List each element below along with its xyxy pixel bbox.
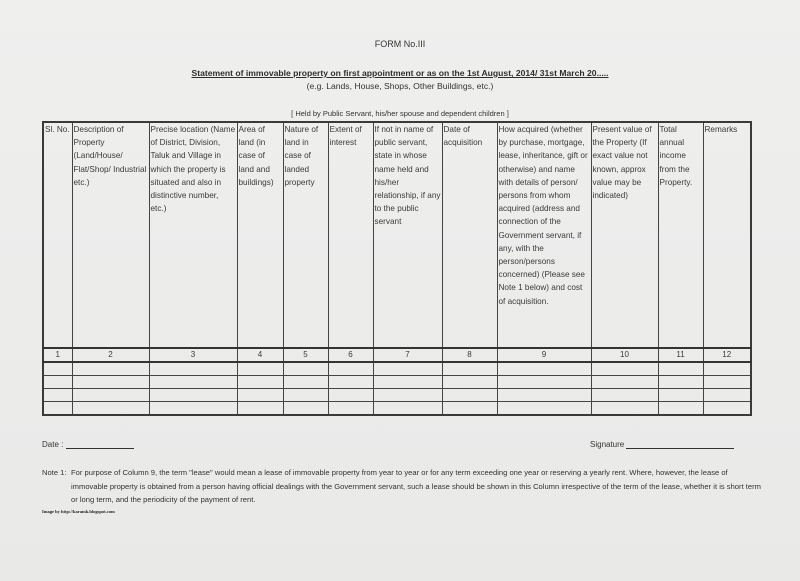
entry-cell[interactable] (148, 375, 238, 389)
column-number-4: 4 (236, 347, 284, 363)
entry-cell[interactable] (327, 375, 374, 389)
entry-cell[interactable] (372, 375, 443, 389)
entry-cell[interactable] (71, 361, 150, 376)
entry-cell[interactable] (236, 361, 284, 376)
entry-cell[interactable] (657, 401, 704, 416)
column-number-row: 1 2 3 4 5 6 7 8 9 10 11 12 (42, 347, 752, 363)
date-field[interactable]: Date : (42, 440, 134, 449)
column-header-12: Remarks (702, 121, 752, 349)
entry-cell[interactable] (148, 401, 238, 416)
entry-cell[interactable] (282, 401, 329, 416)
entry-cell[interactable] (71, 388, 150, 402)
image-credit: Image by http://karamk.blogspot.com (42, 509, 115, 514)
entry-cell[interactable] (702, 375, 752, 389)
blank-entry-row (42, 401, 752, 416)
entry-cell[interactable] (372, 388, 443, 402)
column-header-2: Description of Property (Land/House/ Fla… (71, 121, 150, 349)
entry-cell[interactable] (42, 361, 73, 376)
entry-cell[interactable] (42, 388, 73, 402)
entry-cell[interactable] (42, 401, 73, 416)
column-number-5: 5 (282, 347, 329, 363)
property-table: Sl. No. Description of Property (Land/Hou… (42, 121, 752, 416)
blank-entry-row (42, 375, 752, 389)
signature-field[interactable]: Signature (590, 440, 735, 449)
blank-entry-row (42, 388, 752, 402)
entry-cell[interactable] (496, 361, 592, 376)
column-header-9: How acquired (whether by purchase, mortg… (496, 121, 592, 349)
column-number-8: 8 (441, 347, 498, 363)
entry-cell[interactable] (236, 388, 284, 402)
column-number-6: 6 (327, 347, 374, 363)
entry-cell[interactable] (372, 401, 443, 416)
date-line[interactable] (65, 440, 134, 449)
header-row: Sl. No. Description of Property (Land/Hou… (42, 121, 752, 349)
column-header-7: If not in name of public servant, state … (372, 121, 443, 349)
entry-cell[interactable] (327, 401, 374, 416)
column-header-3: Precise location (Name of District, Divi… (148, 121, 238, 349)
entry-cell[interactable] (657, 361, 704, 376)
entry-cell[interactable] (148, 361, 238, 376)
note-label: Note 1: (42, 468, 67, 477)
blank-entry-row (42, 361, 752, 376)
column-header-1: Sl. No. (42, 121, 73, 349)
form-title: Statement of immovable property on first… (191, 68, 609, 78)
entry-cell[interactable] (441, 388, 498, 402)
column-number-9: 9 (496, 347, 592, 363)
entry-cell[interactable] (702, 361, 752, 376)
column-header-10: Present value of the Property (If exact … (590, 121, 659, 349)
entry-cell[interactable] (236, 401, 284, 416)
entry-cell[interactable] (148, 388, 238, 402)
held-by-note: [ Held by Public Servant, his/her spouse… (291, 109, 509, 118)
column-number-10: 10 (590, 347, 659, 363)
column-number-7: 7 (372, 347, 443, 363)
form-subtitle: (e.g. Lands, House, Shops, Other Buildin… (306, 81, 494, 91)
column-number-2: 2 (71, 347, 150, 363)
entry-cell[interactable] (71, 401, 150, 416)
column-header-6: Extent of interest (327, 121, 374, 349)
entry-cell[interactable] (702, 401, 752, 416)
entry-cell[interactable] (496, 388, 592, 402)
entry-cell[interactable] (590, 388, 659, 402)
entry-cell[interactable] (327, 361, 374, 376)
entry-cell[interactable] (441, 375, 498, 389)
signature-line[interactable] (626, 440, 735, 449)
form-number: FORM No.III (374, 39, 426, 49)
note-1: Note 1: For purpose of Column 9, the ter… (42, 466, 762, 507)
entry-cell[interactable] (441, 401, 498, 416)
entry-cell[interactable] (372, 361, 443, 376)
entry-cell[interactable] (496, 375, 592, 389)
signature-label: Signature (590, 440, 625, 449)
column-header-11: Total annual income from the Property. (657, 121, 704, 349)
entry-cell[interactable] (282, 388, 329, 402)
entry-cell[interactable] (71, 375, 150, 389)
entry-cell[interactable] (42, 375, 73, 389)
entry-cell[interactable] (496, 401, 592, 416)
note-text: For purpose of Column 9, the term "lease… (71, 468, 761, 504)
column-number-12: 12 (702, 347, 752, 363)
entry-cell[interactable] (282, 361, 329, 376)
column-number-1: 1 (42, 347, 73, 363)
entry-cell[interactable] (236, 375, 284, 389)
date-label: Date : (42, 440, 64, 449)
entry-cell[interactable] (590, 401, 659, 416)
column-header-8: Date of acquisition (441, 121, 498, 349)
entry-cell[interactable] (657, 388, 704, 402)
entry-cell[interactable] (590, 375, 659, 389)
column-header-5: Nature of land in case of landed propert… (282, 121, 329, 349)
entry-cell[interactable] (702, 388, 752, 402)
entry-cell[interactable] (327, 388, 374, 402)
column-number-11: 11 (657, 347, 704, 363)
entry-cell[interactable] (590, 361, 659, 376)
column-number-3: 3 (148, 347, 238, 363)
entry-cell[interactable] (282, 375, 329, 389)
entry-cell[interactable] (441, 361, 498, 376)
entry-cell[interactable] (657, 375, 704, 389)
column-header-4: Area of land (in case of land and buildi… (236, 121, 284, 349)
